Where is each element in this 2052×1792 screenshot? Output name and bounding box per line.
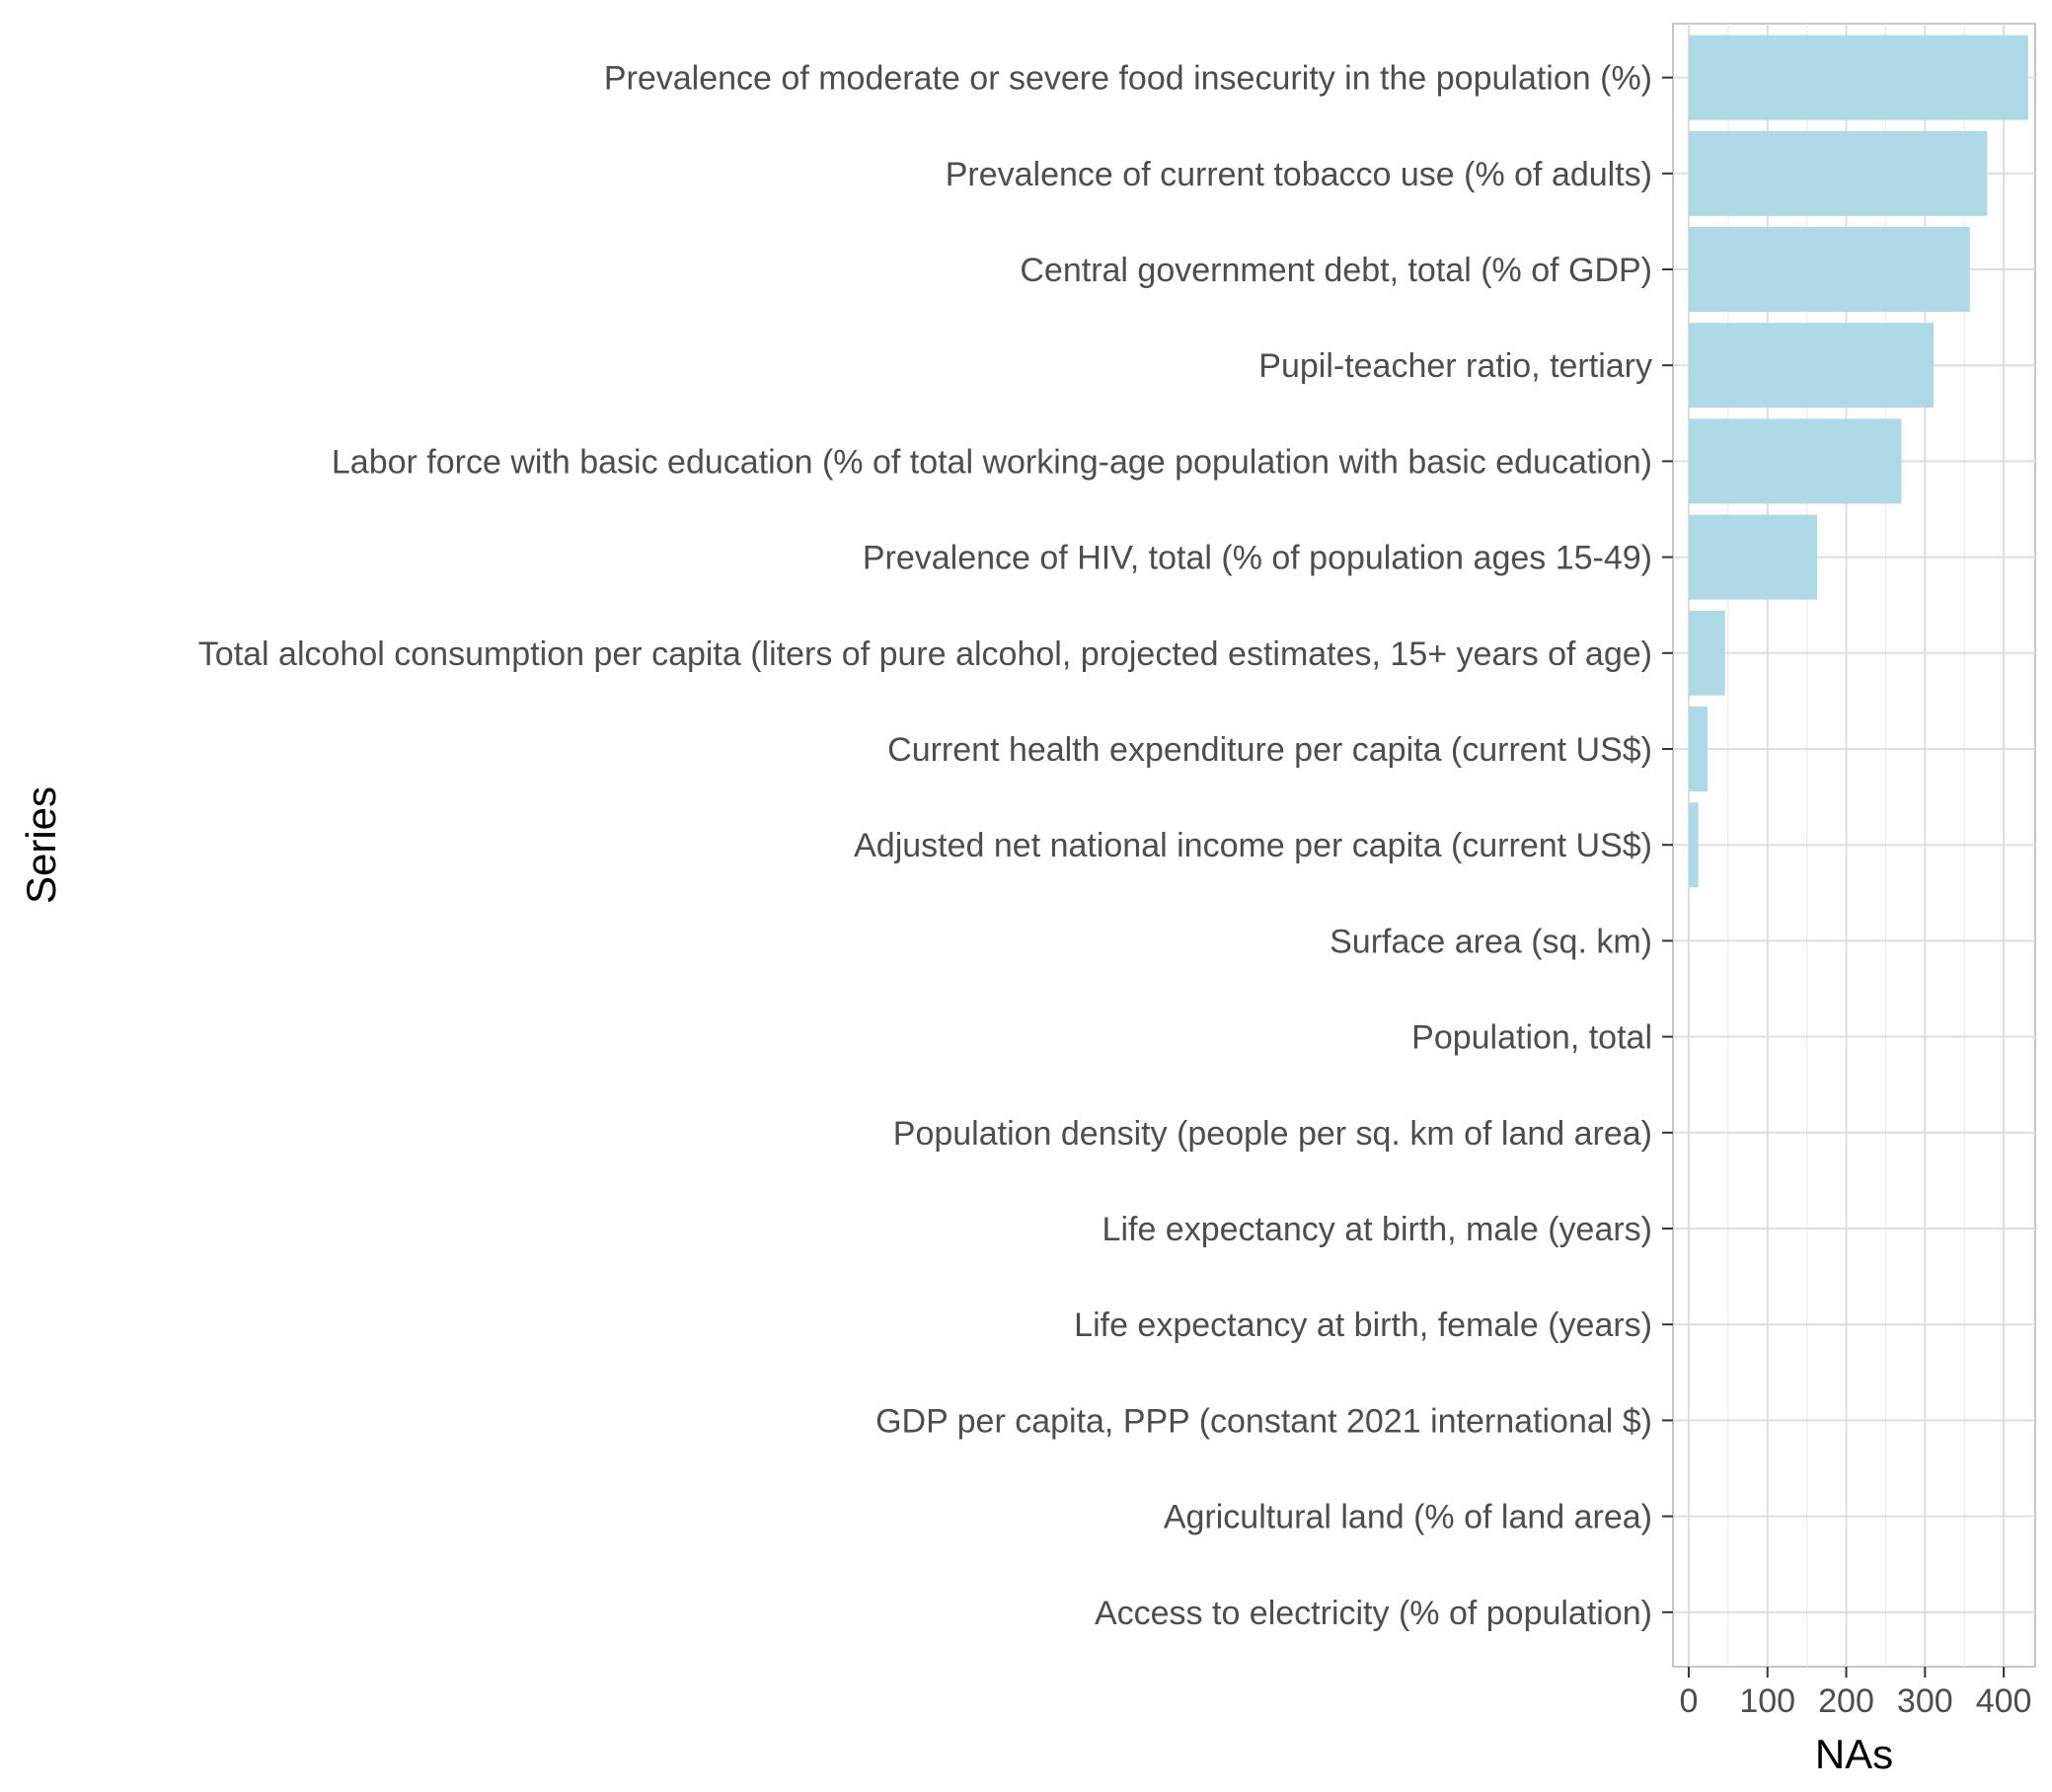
category-label: Total alcohol consumption per capita (li… [198,635,1652,673]
x-axis-title: NAs [1815,1731,1893,1777]
x-tick-label: 200 [1818,1682,1874,1720]
category-label: Prevalence of HIV, total (% of populatio… [863,540,1652,577]
bar [1688,802,1699,888]
category-label: Prevalence of current tobacco use (% of … [946,156,1652,193]
category-label: Life expectancy at birth, female (years) [1074,1307,1652,1344]
category-label: Current health expenditure per capita (c… [887,731,1652,769]
category-label: Prevalence of moderate or severe food in… [604,60,1652,98]
bar [1688,35,2028,120]
category-label: Agricultural land (% of land area) [1164,1499,1652,1536]
category-label: Pupil-teacher ratio, tertiary [1258,347,1652,385]
y-axis-title: Series [18,786,64,904]
y-axis: Prevalence of moderate or severe food in… [198,60,1673,1632]
x-tick-label: 100 [1739,1682,1795,1720]
category-label: GDP per capita, PPP (constant 2021 inter… [875,1402,1652,1440]
bar [1688,610,1725,696]
category-label: Population, total [1411,1019,1652,1057]
bar [1688,514,1818,600]
category-label: Labor force with basic education (% of t… [332,443,1652,481]
category-label: Central government debt, total (% of GDP… [1020,252,1652,289]
category-label: Access to electricity (% of population) [1095,1595,1652,1632]
x-tick-label: 400 [1976,1682,2032,1720]
bar [1688,323,1935,409]
bar [1688,227,1970,312]
x-axis: 0 100 200 300 400 [1679,1667,2031,1720]
bar [1688,707,1709,791]
category-label: Surface area (sq. km) [1330,923,1652,960]
bar [1688,130,1988,216]
category-label: Life expectancy at birth, male (years) [1102,1211,1652,1248]
bar [1688,418,1902,504]
x-tick-label: 300 [1897,1682,1953,1720]
category-label: Adjusted net national income per capita … [854,827,1652,864]
category-label: Population density (people per sq. km of… [893,1115,1652,1153]
x-tick-label: 0 [1679,1682,1698,1720]
bars [1688,35,2028,888]
